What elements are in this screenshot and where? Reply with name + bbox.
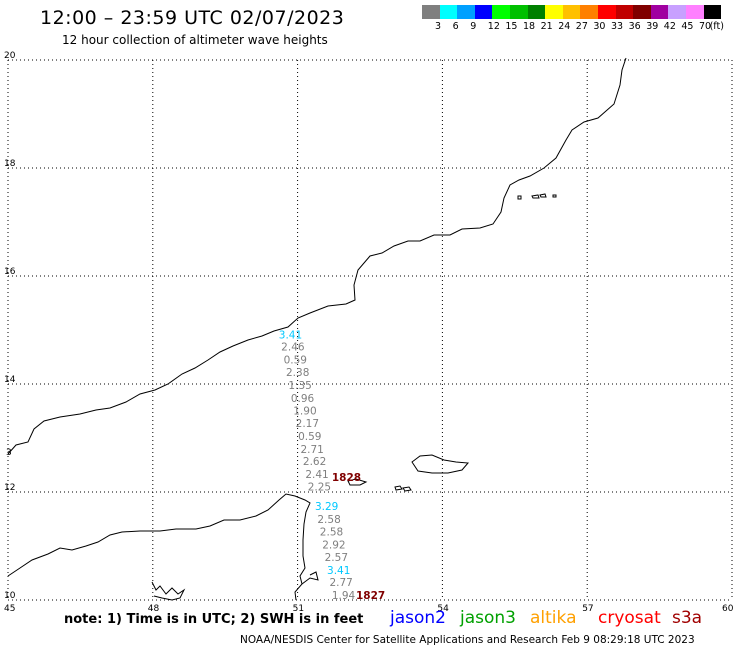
colorbar-swatch <box>615 5 634 19</box>
island-kuria-2 <box>531 194 540 199</box>
colorbar-swatch <box>457 5 475 19</box>
wave-height-observations: 3.412.460.592.381.350.961.902.170.592.71… <box>279 329 356 602</box>
island-samhah <box>394 485 403 491</box>
wave-height-value: 2.25 <box>308 482 331 494</box>
coastline-arabia <box>7 57 627 455</box>
colorbar-label: 45 <box>681 21 694 32</box>
coastline-socotra-cape <box>301 571 319 585</box>
satellite-s3a: s3a <box>672 608 703 628</box>
island-kuria-1 <box>517 195 522 200</box>
pass-time-label: 1827 <box>356 590 385 602</box>
colorbar-swatch <box>650 5 669 19</box>
colorbar-legend <box>422 5 722 19</box>
satellite-cryosat: cryosat <box>598 608 661 628</box>
edge-label: 3 <box>6 448 12 458</box>
coastline-somali-islets <box>151 581 186 601</box>
colorbar-label: 27 <box>575 21 588 32</box>
colorbar-swatch <box>439 5 458 19</box>
colorbar-label: 36 <box>628 21 641 32</box>
wave-height-value: 1.35 <box>288 380 311 392</box>
colorbar-label: 39 <box>646 21 659 32</box>
lon-label: 57 <box>582 604 593 614</box>
lon-label: 60 <box>722 604 734 614</box>
wave-height-value: 0.59 <box>298 431 321 443</box>
colorbar-label: 70 <box>699 21 712 32</box>
lon-label: 54 <box>437 604 449 614</box>
island-socotra <box>411 454 470 474</box>
colorbar-swatch <box>527 5 546 19</box>
wave-height-value: 3.41 <box>327 565 350 577</box>
island-darsah <box>402 486 412 492</box>
colorbar-swatch <box>509 5 528 19</box>
lon-label: 51 <box>293 604 304 614</box>
pass-time-label: 1828 <box>332 472 361 484</box>
lat-label: 18 <box>4 159 16 169</box>
colorbar-swatch <box>580 5 598 19</box>
colorbar-swatch <box>545 5 563 19</box>
lon-label: 45 <box>4 604 15 614</box>
colorbar-swatch <box>633 5 651 19</box>
lat-label: 12 <box>4 483 15 493</box>
colorbar-swatch <box>685 5 704 19</box>
wave-height-value: 2.17 <box>296 418 319 430</box>
coastline <box>7 57 627 601</box>
wave-height-value: 2.92 <box>322 539 345 551</box>
satellite-jason2: jason2 <box>390 608 446 628</box>
lat-label: 16 <box>4 267 16 277</box>
wave-height-value: 1.90 <box>293 405 316 417</box>
wave-height-value: 0.96 <box>291 393 315 405</box>
map-grid <box>7 59 733 601</box>
lat-label: 14 <box>4 375 16 385</box>
colorbar-label: 9 <box>470 21 477 32</box>
wave-height-value: 2.46 <box>281 342 305 354</box>
colorbar-label: 30 <box>593 21 606 32</box>
colorbar-swatch <box>562 5 581 19</box>
wave-height-value: 2.71 <box>300 444 323 456</box>
lat-label: 20 <box>4 51 16 61</box>
colorbar-swatch <box>422 5 440 19</box>
colorbar-swatch <box>474 5 493 19</box>
colorbar-label: 6 <box>452 21 459 32</box>
colorbar-label: 18 <box>523 21 536 32</box>
time-labels: 1828 1827 <box>332 472 385 602</box>
footer-note: note: 1) Time is in UTC; 2) SWH is in fe… <box>64 612 364 627</box>
colorbar-label: 3 <box>435 21 442 32</box>
wave-height-value: 2.62 <box>303 456 326 468</box>
satellite-altika: altika <box>530 608 577 628</box>
footer-credit: NOAA/NESDIS Center for Satellite Applica… <box>240 634 695 646</box>
wave-height-value: 2.58 <box>320 526 343 538</box>
map-title: 12:00 – 23:59 UTC 02/07/2023 <box>40 7 345 29</box>
colorbar-label: 12 <box>487 21 500 32</box>
colorbar-swatch <box>668 5 686 19</box>
colorbar-swatch <box>597 5 616 19</box>
colorbar-label: 33 <box>611 21 624 32</box>
wave-height-value: 2.38 <box>286 367 309 379</box>
wave-height-value: 3.41 <box>279 329 302 341</box>
island-abd-al-kuri <box>347 478 368 486</box>
coastline-somalia <box>7 493 311 601</box>
axis-labels: 20 18 16 14 12 10 45 48 51 54 57 60 3 <box>4 51 734 614</box>
colorbar-label: (ft) <box>709 21 724 32</box>
lon-label: 48 <box>148 604 160 614</box>
satellite-jason3: jason3 <box>460 608 516 628</box>
island-kuria-3 <box>539 193 547 198</box>
colorbar-label: 21 <box>540 21 553 32</box>
wave-height-value: 0.59 <box>284 355 307 367</box>
wave-height-value: 2.58 <box>317 514 340 526</box>
colorbar-labels: 3 6 9 12 15 18 21 24 27 30 33 36 39 42 45 70 (ft) <box>422 21 740 33</box>
wave-height-value: 1.94 <box>332 590 356 602</box>
map-subtitle: 12 hour collection of altimeter wave hei… <box>62 33 328 47</box>
colorbar-swatch <box>492 5 510 19</box>
colorbar-swatch <box>703 5 722 19</box>
island-kuria-4 <box>552 194 557 198</box>
wave-height-value: 2.77 <box>329 577 352 589</box>
wave-height-value: 2.41 <box>305 469 328 481</box>
lat-label: 10 <box>4 591 16 601</box>
wave-height-value: 3.29 <box>315 501 338 513</box>
colorbar-label: 42 <box>663 21 676 32</box>
wave-height-value: 2.57 <box>325 552 348 564</box>
colorbar-label: 24 <box>558 21 571 32</box>
colorbar-label: 15 <box>505 21 518 32</box>
